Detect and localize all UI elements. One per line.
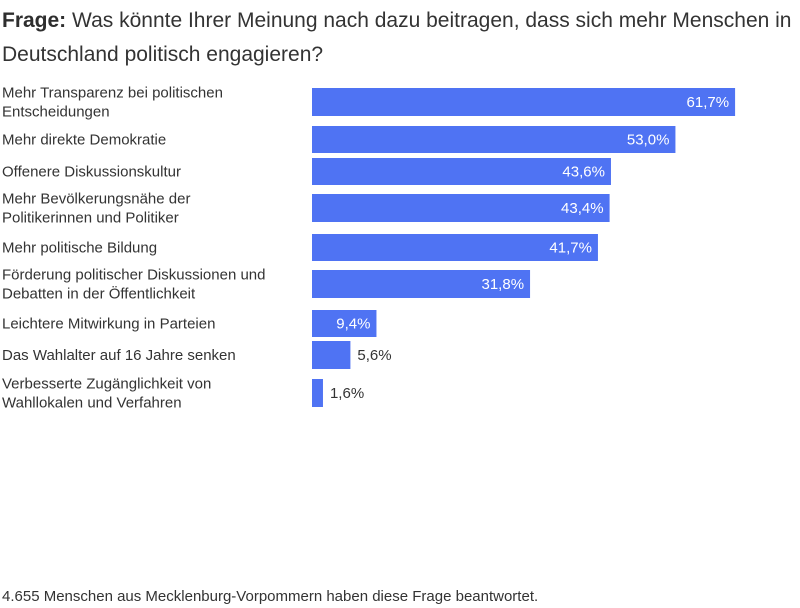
bar-row: Leichtere Mitwirkung in Parteien 9,4%: [2, 310, 376, 337]
respondent-footnote: 4.655 Menschen aus Mecklenburg-Vorpommer…: [2, 588, 538, 605]
category-label: Förderung politischer Diskussionen und De…: [2, 267, 265, 303]
category-label: Mehr politische Bildung: [2, 240, 157, 257]
category-label: Leichtere Mitwirkung in Parteien: [2, 316, 215, 333]
bar: [312, 379, 323, 407]
bar: [312, 88, 735, 116]
question-title: Frage: Was könnte Ihrer Meinung nach daz…: [2, 4, 792, 72]
value-label: 1,6%: [330, 385, 364, 402]
bar-row: Mehr Transparenz bei politischen Entschei…: [2, 85, 735, 121]
category-label: Offenere Diskussionskultur: [2, 164, 181, 181]
category-label: Mehr Transparenz bei politischen Entschei…: [2, 85, 223, 121]
bar-row: Mehr Bevölkerungsnähe der Politikerinnen …: [2, 191, 610, 227]
value-label: 5,6%: [357, 347, 391, 364]
bar-row: Verbesserte Zugänglichkeit von Wahllokale…: [2, 376, 364, 412]
bar-row: Mehr politische Bildung 41,7%: [2, 234, 598, 261]
value-label: 61,7%: [687, 94, 730, 111]
bar: [312, 341, 350, 369]
category-label: Mehr direkte Demokratie: [2, 132, 166, 149]
category-label: Mehr Bevölkerungsnähe der Politikerinnen …: [2, 191, 190, 227]
value-label: 43,4%: [561, 200, 604, 217]
value-label: 31,8%: [482, 276, 525, 293]
question-prefix: Frage:: [2, 9, 66, 32]
bar-row: Förderung politischer Diskussionen und De…: [2, 267, 530, 303]
value-label: 43,6%: [562, 164, 605, 181]
bar: [312, 126, 675, 153]
bar-row: Mehr direkte Demokratie 53,0%: [2, 126, 675, 153]
question-text: Was könnte Ihrer Meinung nach dazu beitr…: [2, 9, 791, 66]
value-label: 53,0%: [627, 132, 670, 149]
value-label: 9,4%: [336, 316, 370, 333]
bar-row: Offenere Diskussionskultur 43,6%: [2, 158, 611, 185]
category-label: Verbesserte Zugänglichkeit von Wahllokale…: [2, 376, 211, 412]
category-label: Das Wahlalter auf 16 Jahre senken: [2, 347, 236, 364]
bar-row: Das Wahlalter auf 16 Jahre senken 5,6%: [2, 341, 392, 369]
value-label: 41,7%: [549, 240, 592, 257]
bar-chart: Mehr Transparenz bei politischen Entschei…: [0, 80, 800, 420]
